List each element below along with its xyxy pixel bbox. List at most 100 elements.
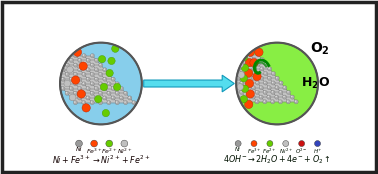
Circle shape <box>264 62 268 66</box>
Circle shape <box>232 72 236 76</box>
Circle shape <box>48 63 53 67</box>
Circle shape <box>271 100 273 102</box>
Circle shape <box>111 86 115 91</box>
Circle shape <box>107 101 109 103</box>
Circle shape <box>209 53 214 57</box>
Circle shape <box>205 57 209 62</box>
Circle shape <box>263 90 267 94</box>
Circle shape <box>224 81 228 85</box>
Circle shape <box>220 76 225 80</box>
Circle shape <box>74 63 78 67</box>
Text: $Fe^{3+}$: $Fe^{3+}$ <box>86 147 102 156</box>
Circle shape <box>247 100 251 104</box>
Circle shape <box>62 78 63 79</box>
Circle shape <box>44 68 48 72</box>
Circle shape <box>115 101 119 105</box>
Circle shape <box>218 53 219 55</box>
Circle shape <box>267 76 271 80</box>
Circle shape <box>253 68 254 69</box>
Circle shape <box>41 64 42 65</box>
Circle shape <box>115 91 119 95</box>
Text: $Fe^{2+}$: $Fe^{2+}$ <box>101 147 118 156</box>
Circle shape <box>94 68 99 72</box>
Circle shape <box>53 58 57 62</box>
Circle shape <box>65 72 69 77</box>
Circle shape <box>232 91 234 93</box>
Circle shape <box>245 57 249 62</box>
Circle shape <box>256 62 260 66</box>
Circle shape <box>41 54 42 56</box>
Circle shape <box>65 82 69 86</box>
Circle shape <box>279 100 281 102</box>
Circle shape <box>275 96 277 97</box>
Circle shape <box>260 86 262 88</box>
Text: Ni: Ni <box>235 147 241 152</box>
Circle shape <box>267 86 271 90</box>
Circle shape <box>283 141 289 147</box>
Circle shape <box>240 62 245 66</box>
Circle shape <box>243 86 248 90</box>
Circle shape <box>99 64 101 65</box>
Circle shape <box>268 96 269 97</box>
Circle shape <box>249 72 250 74</box>
Circle shape <box>239 100 243 104</box>
Circle shape <box>213 57 217 62</box>
Circle shape <box>57 73 59 75</box>
Circle shape <box>66 92 67 93</box>
Circle shape <box>69 86 73 91</box>
Text: $H^{+}$: $H^{+}$ <box>313 147 322 156</box>
Circle shape <box>45 59 46 61</box>
Circle shape <box>73 72 77 77</box>
Circle shape <box>66 64 67 65</box>
Circle shape <box>107 91 111 95</box>
Circle shape <box>49 64 51 65</box>
Circle shape <box>57 54 59 56</box>
Circle shape <box>276 77 277 78</box>
Circle shape <box>284 86 285 88</box>
Circle shape <box>246 48 254 56</box>
Circle shape <box>275 86 279 90</box>
Circle shape <box>40 54 44 58</box>
Circle shape <box>66 73 67 75</box>
Circle shape <box>244 86 246 88</box>
Circle shape <box>253 77 254 78</box>
Circle shape <box>70 59 72 61</box>
Circle shape <box>112 97 113 98</box>
Circle shape <box>82 82 86 86</box>
Circle shape <box>250 58 258 67</box>
Circle shape <box>206 58 208 60</box>
Circle shape <box>116 101 118 103</box>
Circle shape <box>260 96 261 97</box>
Circle shape <box>228 86 232 90</box>
Circle shape <box>290 95 294 99</box>
Text: $Ni^{2+}$: $Ni^{2+}$ <box>116 147 132 156</box>
Circle shape <box>108 73 109 75</box>
Circle shape <box>69 77 73 81</box>
Text: $Ni + Fe^{3+} \rightarrow Ni^{2+} + Fe^{2+}$: $Ni + Fe^{3+} \rightarrow Ni^{2+} + Fe^{… <box>52 154 150 166</box>
Circle shape <box>103 86 107 91</box>
Circle shape <box>251 86 256 90</box>
Circle shape <box>73 48 82 56</box>
Circle shape <box>83 64 84 65</box>
Circle shape <box>61 68 65 72</box>
Circle shape <box>217 62 221 66</box>
Circle shape <box>287 91 289 93</box>
Circle shape <box>228 76 232 80</box>
Circle shape <box>107 82 111 86</box>
Circle shape <box>111 96 115 100</box>
Circle shape <box>275 76 279 80</box>
Circle shape <box>94 96 102 103</box>
Circle shape <box>291 96 293 97</box>
Circle shape <box>233 53 237 57</box>
Circle shape <box>128 96 132 100</box>
Circle shape <box>106 140 113 147</box>
Circle shape <box>248 100 249 102</box>
Circle shape <box>240 90 244 94</box>
Circle shape <box>82 82 84 84</box>
Circle shape <box>107 72 111 77</box>
Circle shape <box>240 75 248 82</box>
Circle shape <box>65 54 70 58</box>
Circle shape <box>106 69 113 77</box>
Circle shape <box>264 82 266 83</box>
Circle shape <box>271 91 273 93</box>
